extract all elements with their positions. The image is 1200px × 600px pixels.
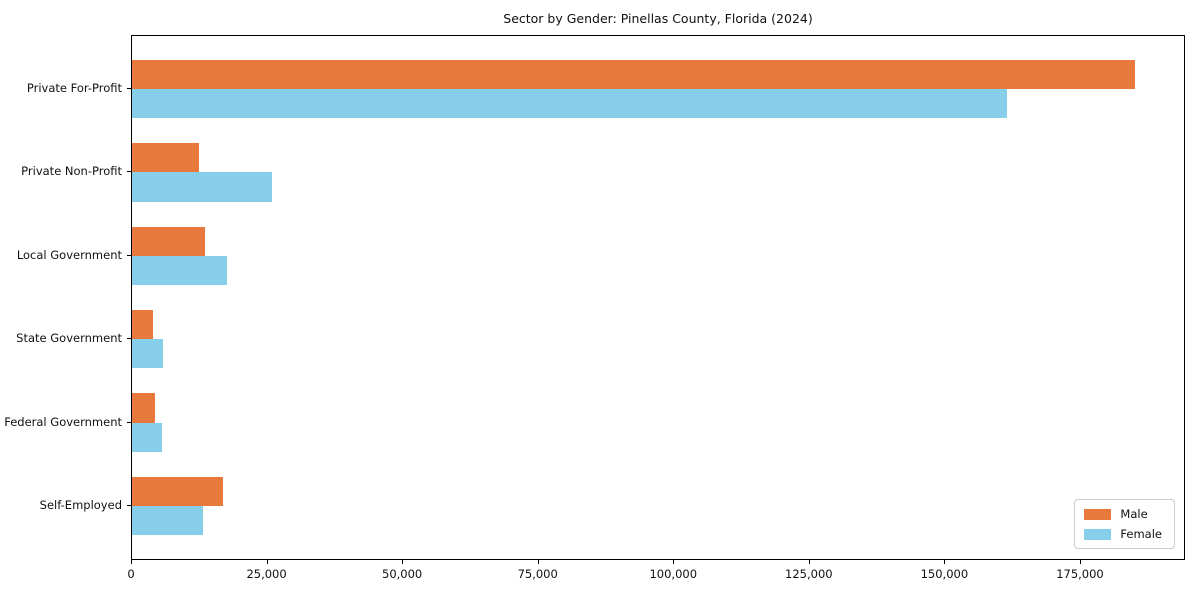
bar-male-4 bbox=[132, 393, 156, 423]
y-tick-mark bbox=[127, 87, 131, 89]
y-axis-label: Federal Government bbox=[4, 414, 122, 429]
y-axis-label: State Government bbox=[16, 331, 122, 346]
bar-male-5 bbox=[132, 476, 223, 507]
x-tick-mark bbox=[673, 560, 675, 564]
x-tick-label: 0 bbox=[127, 567, 135, 581]
chart-title: Sector by Gender: Pinellas County, Flori… bbox=[503, 11, 813, 26]
bar-female-3 bbox=[132, 339, 163, 369]
bar-female-4 bbox=[132, 422, 162, 452]
y-tick-mark bbox=[127, 254, 131, 256]
legend-entry-female: Female bbox=[1084, 527, 1162, 541]
bar-female-2 bbox=[132, 255, 227, 285]
x-tick-mark bbox=[808, 560, 810, 564]
legend-swatch-male bbox=[1084, 508, 1112, 520]
y-axis-label: Private Non-Profit bbox=[21, 164, 122, 179]
x-tick-label: 25,000 bbox=[246, 567, 287, 581]
y-axis-label: Local Government bbox=[16, 247, 122, 262]
x-tick-mark bbox=[537, 560, 539, 564]
x-tick-mark bbox=[266, 560, 268, 564]
y-tick-mark bbox=[127, 338, 131, 340]
bar-female-0 bbox=[132, 88, 1007, 119]
legend-label: Female bbox=[1120, 527, 1162, 541]
y-axis-label: Self-Employed bbox=[39, 498, 122, 513]
y-axis-label: Private For-Profit bbox=[26, 80, 122, 95]
x-tick-label: 150,000 bbox=[920, 567, 969, 581]
bar-male-0 bbox=[132, 59, 1136, 89]
bar-female-5 bbox=[132, 506, 204, 536]
legend-label: Male bbox=[1120, 507, 1148, 521]
legend-swatch-female bbox=[1084, 528, 1112, 540]
x-tick-label: 50,000 bbox=[382, 567, 423, 581]
x-tick-mark bbox=[1079, 560, 1081, 564]
bar-male-3 bbox=[132, 310, 154, 340]
x-tick-mark bbox=[944, 560, 946, 564]
y-tick-mark bbox=[127, 421, 131, 423]
x-tick-label: 125,000 bbox=[785, 567, 833, 581]
bar-male-1 bbox=[132, 143, 199, 173]
x-tick-label: 100,000 bbox=[649, 567, 698, 581]
bar-female-1 bbox=[132, 172, 273, 202]
x-tick-mark bbox=[131, 560, 132, 564]
plot-area: Male Female bbox=[131, 35, 1185, 560]
y-tick-mark bbox=[127, 171, 131, 173]
x-tick-label: 75,000 bbox=[517, 567, 558, 581]
x-tick-label: 175,000 bbox=[1056, 567, 1104, 581]
legend: Male Female bbox=[1074, 499, 1175, 549]
x-tick-mark bbox=[402, 560, 404, 564]
bar-male-2 bbox=[132, 226, 206, 256]
y-tick-mark bbox=[127, 505, 131, 507]
legend-entry-male: Male bbox=[1084, 507, 1162, 521]
